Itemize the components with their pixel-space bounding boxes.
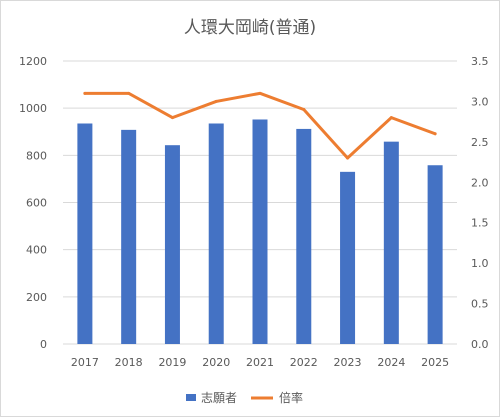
right-tick-label: 1.5 bbox=[471, 217, 489, 230]
x-tick-label: 2020 bbox=[202, 356, 230, 369]
line-point bbox=[346, 156, 350, 160]
x-tick-label: 2021 bbox=[246, 356, 274, 369]
right-tick-label: 2.5 bbox=[471, 136, 489, 149]
bar bbox=[208, 123, 224, 344]
left-axis: 0 200 400 600 800 1000 1200 bbox=[19, 55, 47, 351]
x-tick-label: 2024 bbox=[377, 356, 405, 369]
bar bbox=[121, 129, 137, 344]
x-tick-label: 2018 bbox=[115, 356, 143, 369]
bar bbox=[252, 119, 268, 344]
right-tick-label: 1.0 bbox=[471, 257, 489, 270]
right-tick-label: 2.0 bbox=[471, 176, 489, 189]
bar bbox=[164, 145, 180, 344]
right-tick-label: 3.5 bbox=[471, 55, 489, 68]
legend-label-bar: 志願者 bbox=[201, 391, 237, 405]
line-point bbox=[433, 132, 437, 136]
line-point bbox=[389, 116, 393, 120]
x-tick-label: 2025 bbox=[421, 356, 449, 369]
line-point bbox=[302, 108, 306, 112]
x-axis: 2017 2018 2019 2020 2021 2022 2023 2024 2025 bbox=[71, 356, 449, 369]
line-series bbox=[83, 91, 437, 160]
left-tick-label: 1200 bbox=[19, 55, 47, 68]
right-tick-label: 0.5 bbox=[471, 298, 489, 311]
line-point bbox=[170, 116, 174, 120]
left-tick-label: 0 bbox=[40, 338, 47, 351]
bar bbox=[77, 123, 93, 344]
x-tick-label: 2022 bbox=[290, 356, 318, 369]
bar bbox=[383, 141, 399, 344]
legend-swatch-bar bbox=[186, 394, 196, 401]
right-tick-label: 3.0 bbox=[471, 95, 489, 108]
left-tick-label: 800 bbox=[26, 149, 47, 162]
bar bbox=[340, 171, 356, 344]
legend: 志願者 倍率 bbox=[186, 390, 303, 405]
right-tick-label: 0.0 bbox=[471, 338, 489, 351]
line-point bbox=[83, 91, 87, 95]
left-tick-label: 1000 bbox=[19, 102, 47, 115]
x-tick-label: 2017 bbox=[71, 356, 99, 369]
bar bbox=[427, 165, 443, 344]
chart-title: 人環大岡崎(普通) bbox=[184, 18, 316, 38]
right-axis: 0.0 0.5 1.0 1.5 2.0 2.5 3.0 3.5 bbox=[471, 55, 489, 351]
bar bbox=[296, 128, 312, 344]
line-point bbox=[127, 91, 131, 95]
left-tick-label: 200 bbox=[26, 291, 47, 304]
left-tick-label: 400 bbox=[26, 244, 47, 257]
x-tick-label: 2023 bbox=[334, 356, 362, 369]
legend-label-line: 倍率 bbox=[279, 390, 303, 405]
line-point bbox=[258, 91, 262, 95]
left-tick-label: 600 bbox=[26, 197, 47, 210]
bar-series bbox=[77, 119, 443, 344]
x-tick-label: 2019 bbox=[158, 356, 186, 369]
line-point bbox=[214, 99, 218, 103]
